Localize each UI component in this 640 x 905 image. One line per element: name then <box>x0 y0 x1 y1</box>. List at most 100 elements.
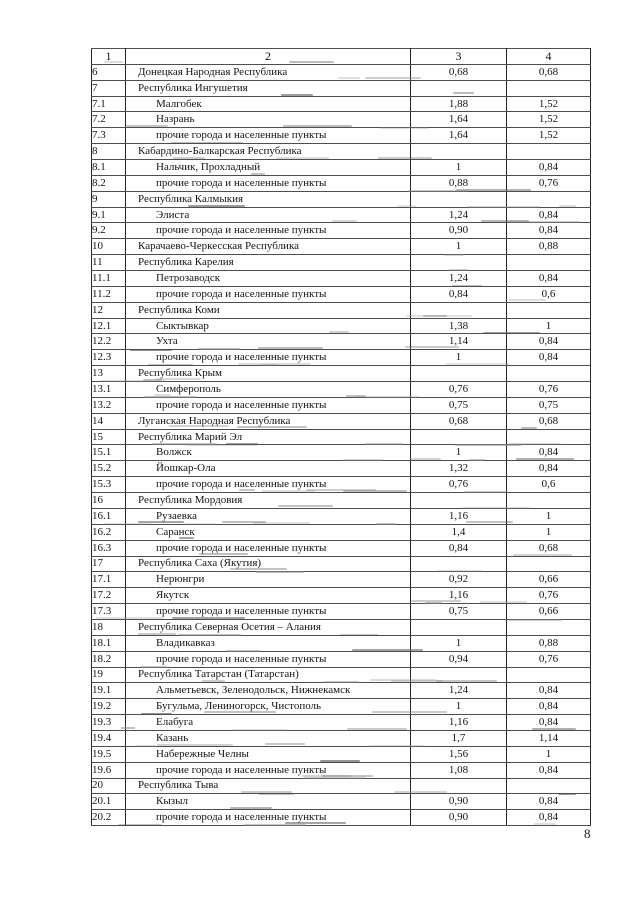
table-row: 11.2 прочие города и населенные пункты 0… <box>91 285 591 303</box>
row-number-cell: 12 <box>91 301 126 319</box>
row-value-cell-3: 1,08 <box>410 761 507 779</box>
row-name-cell: Казань <box>125 729 411 747</box>
row-value-cell-3: 1,64 <box>410 111 507 129</box>
row-value-cell-3: 0,90 <box>410 809 507 827</box>
table-row: 19.2 Бугульма, Лениногорск, Чистополь 1 … <box>91 698 591 716</box>
table-row: 19.3 Елабуга 1,16 0,84 <box>91 714 591 731</box>
table-row: 19.1 Альметьевск, Зеленодольск, Нижнекам… <box>91 682 591 700</box>
row-value-cell-3 <box>410 190 507 208</box>
row-value-cell-3 <box>410 254 507 272</box>
table-row: 14 Луганская Народная Республика 0,68 0,… <box>91 412 591 430</box>
row-value-cell-4: 0,68 <box>506 539 591 557</box>
row-number-cell: 8 <box>91 143 126 161</box>
row-value-cell-3: 1,32 <box>410 460 507 478</box>
row-value-cell-3: 1,24 <box>410 206 507 224</box>
row-name-cell: Республика Саха (Якутия) <box>125 555 411 573</box>
row-value-cell-3 <box>410 143 507 161</box>
row-value-cell-4: 0,66 <box>506 571 591 589</box>
table-row: 15.3 прочие города и населенные пункты 0… <box>91 476 591 494</box>
row-number-cell: 15.3 <box>91 476 126 494</box>
row-name-cell: Нальчик, Прохладный <box>125 159 411 176</box>
table-row: 17 Республика Саха (Якутия) <box>91 555 591 573</box>
row-value-cell-4: 1 <box>506 523 591 541</box>
row-number-cell: 19.4 <box>91 729 126 747</box>
row-value-cell-3: 1,16 <box>410 587 507 605</box>
row-name-cell: Кабардино-Балкарская Республика <box>125 143 411 161</box>
table-row: 13 Республика Крым <box>91 365 591 383</box>
row-value-cell-4: 0,84 <box>506 793 591 811</box>
row-number-cell: 8.1 <box>91 159 126 176</box>
row-value-cell-4: 0,68 <box>506 63 591 81</box>
row-value-cell-4: 0,76 <box>506 650 591 668</box>
row-value-cell-3: 0,84 <box>410 539 507 557</box>
row-value-cell-3: 1,24 <box>410 682 507 700</box>
row-value-cell-4 <box>506 428 591 446</box>
table-row: 18.2 прочие города и населенные пункты 0… <box>91 650 591 668</box>
row-number-cell: 17.2 <box>91 587 126 605</box>
row-value-cell-3 <box>410 555 507 573</box>
table-body: 6 Донецкая Народная Республика 0,68 0,68… <box>91 63 591 827</box>
row-name-cell: Альметьевск, Зеленодольск, Нижнекамск <box>125 682 411 700</box>
table-row: 12.1 Сыктывкар 1,38 1 <box>91 317 591 335</box>
row-number-cell: 6 <box>91 63 126 81</box>
row-value-cell-3: 1,88 <box>410 95 507 113</box>
row-number-cell: 7.2 <box>91 111 126 129</box>
row-value-cell-3: 0,92 <box>410 571 507 589</box>
row-number-cell: 19.6 <box>91 761 126 779</box>
row-value-cell-3: 1,16 <box>410 714 507 731</box>
column-header-2: 2 <box>125 48 411 65</box>
row-number-cell: 12.1 <box>91 317 126 335</box>
row-value-cell-3: 0,84 <box>410 285 507 303</box>
row-value-cell-3: 1,4 <box>410 523 507 541</box>
row-name-cell: Рузаевка <box>125 507 411 525</box>
row-value-cell-4 <box>506 301 591 319</box>
table-row: 13.1 Симферополь 0,76 0,76 <box>91 381 591 398</box>
row-number-cell: 12.3 <box>91 349 126 367</box>
table-row: 16.3 прочие города и населенные пункты 0… <box>91 539 591 557</box>
column-header-3: 3 <box>410 48 507 65</box>
column-header-1: 1 <box>91 48 126 65</box>
row-value-cell-3: 1,24 <box>410 270 507 287</box>
table-row: 15 Республика Марий Эл <box>91 428 591 446</box>
row-name-cell: Кызыл <box>125 793 411 811</box>
row-value-cell-3 <box>410 365 507 383</box>
row-number-cell: 20.1 <box>91 793 126 811</box>
row-number-cell: 16.3 <box>91 539 126 557</box>
row-number-cell: 16.1 <box>91 507 126 525</box>
page-number: 8 <box>584 826 591 841</box>
row-name-cell: Елабуга <box>125 714 411 731</box>
row-name-cell: Йошкар-Ола <box>125 460 411 478</box>
table-row: 18.1 Владикавказ 1 0,88 <box>91 634 591 652</box>
row-number-cell: 13 <box>91 365 126 383</box>
row-name-cell: Набережные Челны <box>125 745 411 763</box>
row-number-cell: 15 <box>91 428 126 446</box>
row-name-cell: Нерюнгри <box>125 571 411 589</box>
row-name-cell: прочие города и населенные пункты <box>125 476 411 494</box>
table-row: 7.1 Малгобек 1,88 1,52 <box>91 95 591 113</box>
row-name-cell: Сыктывкар <box>125 317 411 335</box>
row-value-cell-4: 0,88 <box>506 238 591 256</box>
row-name-cell: прочие города и населенные пункты <box>125 603 411 620</box>
table-row: 10 Карачаево-Черкесская Республика 1 0,8… <box>91 238 591 256</box>
row-value-cell-3 <box>410 777 507 795</box>
table-row: 17.1 Нерюнгри 0,92 0,66 <box>91 571 591 589</box>
row-value-cell-4 <box>506 555 591 573</box>
row-number-cell: 19.5 <box>91 745 126 763</box>
row-value-cell-4 <box>506 777 591 795</box>
table-row: 19.4 Казань 1,7 1,14 <box>91 729 591 747</box>
row-value-cell-4: 0,6 <box>506 285 591 303</box>
row-value-cell-3: 0,68 <box>410 412 507 430</box>
row-name-cell: Назрань <box>125 111 411 129</box>
row-value-cell-3: 0,75 <box>410 396 507 414</box>
table-row: 17.2 Якутск 1,16 0,76 <box>91 587 591 605</box>
row-name-cell: Карачаево-Черкесская Республика <box>125 238 411 256</box>
row-name-cell: Петрозаводск <box>125 270 411 287</box>
row-number-cell: 14 <box>91 412 126 430</box>
table-row: 19 Республика Татарстан (Татарстан) <box>91 666 591 684</box>
row-number-cell: 11 <box>91 254 126 272</box>
row-value-cell-4 <box>506 365 591 383</box>
row-number-cell: 19.1 <box>91 682 126 700</box>
row-name-cell: Малгобек <box>125 95 411 113</box>
row-value-cell-4: 1 <box>506 745 591 763</box>
row-value-cell-4: 0,84 <box>506 460 591 478</box>
